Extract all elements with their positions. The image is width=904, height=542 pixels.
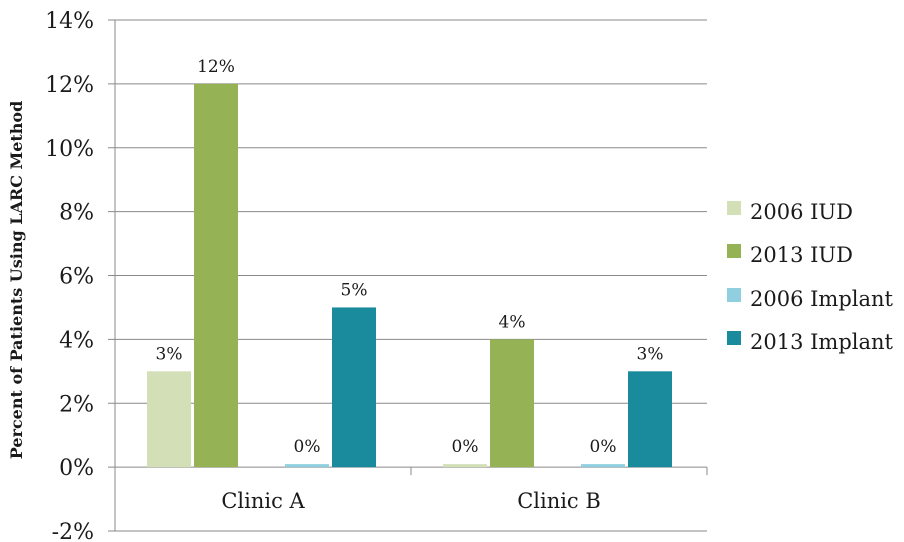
legend-label: 2013 Implant (750, 330, 894, 354)
data-label: 12% (197, 57, 235, 77)
data-label: 0% (294, 437, 321, 457)
bar-2006-iud (147, 371, 191, 468)
y-tick-label: 12% (45, 73, 94, 98)
y-axis-title: Percent of Patients Using LARC Method (7, 101, 26, 460)
x-category-label: Clinic B (517, 489, 601, 513)
legend-swatch (727, 331, 741, 345)
y-tick-label: 6% (59, 265, 94, 290)
legend: 2006 IUD 2013 IUD 2006 Implant 2013 Implant (727, 200, 894, 354)
data-label: 3% (156, 344, 183, 364)
y-tick-label: 4% (59, 328, 94, 353)
y-tick-label: 14% (45, 9, 94, 34)
data-labels: 3% 12% 0% 5% 0% 4% 0% 3% (156, 57, 664, 457)
legend-label: 2006 Implant (750, 287, 894, 311)
y-axis-ticks: -2% 0% 2% 4% 6% 8% 10% 12% 14% (45, 9, 94, 542)
category-labels: Clinic A Clinic B (221, 489, 600, 513)
bar-2013-implant (332, 307, 376, 468)
data-label: 3% (637, 344, 664, 364)
legend-swatch (727, 244, 741, 258)
bars (147, 83, 672, 468)
legend-label: 2013 IUD (750, 243, 853, 267)
legend-swatch (727, 288, 741, 302)
y-tick-label: 8% (59, 201, 94, 226)
x-category-label: Clinic A (221, 489, 305, 513)
y-tick-label: 10% (45, 137, 94, 162)
bar-2006-implant (581, 464, 625, 468)
data-label: 0% (590, 437, 617, 457)
data-label: 4% (499, 312, 526, 332)
bar-2006-implant (285, 464, 329, 468)
y-tick-label: 0% (59, 456, 94, 481)
y-tick-label: 2% (59, 392, 94, 417)
legend-label: 2006 IUD (750, 200, 853, 224)
bar-2013-iud (194, 83, 238, 468)
bar-2006-iud (443, 464, 487, 468)
data-label: 5% (341, 280, 368, 300)
legend-swatch (727, 201, 741, 215)
bar-2013-implant (628, 371, 672, 468)
y-tick-label: -2% (52, 520, 94, 542)
bar-2013-iud (490, 339, 534, 468)
data-label: 0% (452, 437, 479, 457)
